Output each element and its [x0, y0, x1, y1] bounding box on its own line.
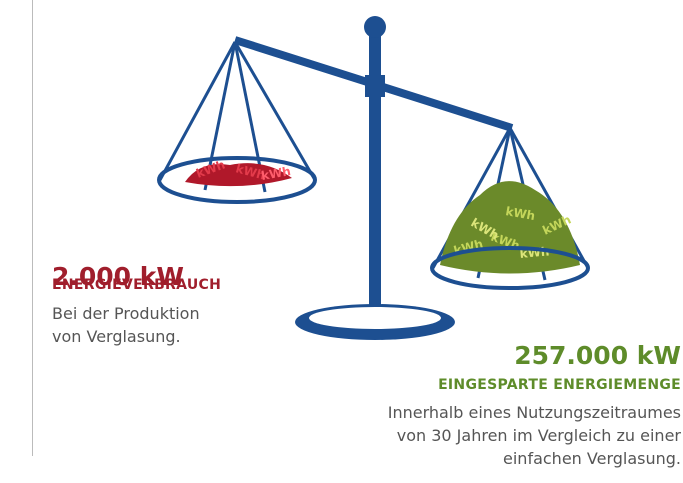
left-text: von Verglasung. — [52, 325, 181, 348]
right-text: einfachen Verglasung. — [503, 447, 681, 470]
right-text: von 30 Jahren im Vergleich zu einer — [397, 424, 681, 447]
left-label: ENERGIEVERBRAUCH — [52, 277, 221, 293]
right-text: Innerhalb eines Nutzungszeitraumes — [388, 401, 681, 424]
right-amount: 257.000 kW — [514, 341, 681, 370]
page: kWhkWhkWhkWhkWhkWhkWhkWhkWh 2.000 kW ENE… — [0, 0, 683, 483]
left-text: Bei der Produktion — [52, 302, 200, 325]
right-label: EINGESPARTE ENERGIEMENGE — [438, 377, 681, 393]
